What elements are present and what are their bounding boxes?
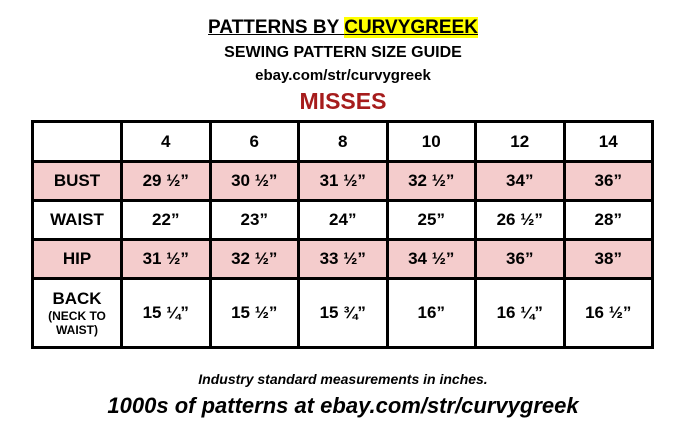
cell: 23” <box>208 199 300 241</box>
cell: 30 ½” <box>208 160 300 202</box>
cell: 38” <box>562 238 654 280</box>
cell: 15 ¼” <box>120 277 212 349</box>
size-header: 10 <box>385 120 477 163</box>
cell: 15 ½” <box>208 277 300 349</box>
size-header: 12 <box>474 120 566 163</box>
title-brand: CURVYGREEK <box>344 17 478 38</box>
row-label: WAIST <box>31 199 123 241</box>
table-row-bust: BUST 29 ½” 30 ½” 31 ½” 32 ½” 34” 36” <box>31 160 654 202</box>
cell: 24” <box>297 199 389 241</box>
row-label: HIP <box>31 238 123 280</box>
subtitle: SEWING PATTERN SIZE GUIDE <box>224 44 462 61</box>
cell: 22” <box>120 199 212 241</box>
cell: 31 ½” <box>297 160 389 202</box>
cell: 29 ½” <box>120 160 212 202</box>
store-url: ebay.com/str/curvygreek <box>255 67 431 84</box>
cell: 16” <box>385 277 477 349</box>
row-label-sub: (NECK TO WAIST) <box>48 309 106 337</box>
cell: 33 ½” <box>297 238 389 280</box>
footer-note: Industry standard measurements in inches… <box>198 371 488 387</box>
title-prefix: PATTERNS BY <box>208 17 345 38</box>
cell: 31 ½” <box>120 238 212 280</box>
table-row-back: BACK (NECK TO WAIST) 15 ¼” 15 ½” 15 ¾” 16… <box>31 277 654 349</box>
header-row: 4 6 8 10 12 14 <box>31 120 654 163</box>
cell: 36” <box>562 160 654 202</box>
size-table: 4 6 8 10 12 14 BUST 29 ½” 30 ½” 31 ½” 32… <box>31 120 654 349</box>
cell: 36” <box>474 238 566 280</box>
size-header: 6 <box>208 120 300 163</box>
page-title: PATTERNS BY CURVYGREEK <box>0 17 686 39</box>
row-label: BUST <box>31 160 123 202</box>
size-header: 8 <box>297 120 389 163</box>
cell: 32 ½” <box>385 160 477 202</box>
cell: 32 ½” <box>208 238 300 280</box>
row-label-main: BACK <box>52 289 102 308</box>
corner-cell <box>31 120 123 163</box>
size-header: 4 <box>120 120 212 163</box>
size-header: 14 <box>562 120 654 163</box>
cell: 25” <box>385 199 477 241</box>
cell: 16 ¼” <box>474 277 566 349</box>
cell: 34” <box>474 160 566 202</box>
cell: 15 ¾” <box>297 277 389 349</box>
table-row-hip: HIP 31 ½” 32 ½” 33 ½” 34 ½” 36” 38” <box>31 238 654 280</box>
category-heading: MISSES <box>299 88 387 114</box>
cell: 26 ½” <box>474 199 566 241</box>
cell: 28” <box>562 199 654 241</box>
row-label: BACK (NECK TO WAIST) <box>31 277 123 349</box>
table-row-waist: WAIST 22” 23” 24” 25” 26 ½” 28” <box>31 199 654 241</box>
footer-promo: 1000s of patterns at ebay.com/str/curvyg… <box>107 393 579 418</box>
cell: 16 ½” <box>562 277 654 349</box>
cell: 34 ½” <box>385 238 477 280</box>
